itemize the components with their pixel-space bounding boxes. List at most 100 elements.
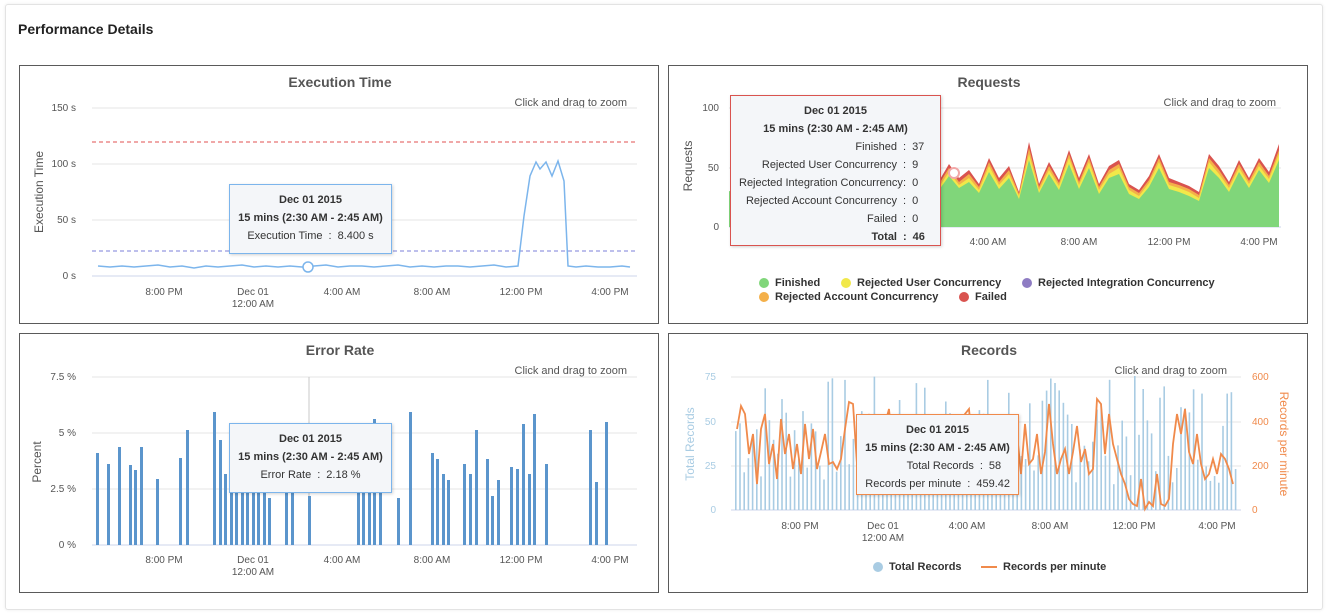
x-tick: 4:00 PM [591,287,628,298]
x-tick: 4:00 PM [591,555,628,566]
records-bar [1226,393,1228,510]
records-bar [1024,459,1027,510]
records-bar [1205,466,1207,510]
records-bar [814,431,817,510]
zoom-hint: Click and drag to zoom [515,97,628,109]
error-rate-title: Error Rate [306,342,375,358]
records-bar [1218,482,1220,510]
requests-title: Requests [957,74,1020,90]
records-bar [1213,476,1216,510]
tooltip-date: Dec 01 2015 [804,105,867,117]
x-tick: 8:00 AM [1032,521,1069,532]
legend-item-rejected-integration[interactable]: Rejected Integration Concurrency [1022,277,1215,289]
records-bar [1176,468,1178,510]
records-bar [840,436,842,510]
records-bar [743,472,745,510]
records-bar [798,459,800,510]
records-bar [852,438,855,510]
records-panel[interactable]: Records Click and drag to zoom Total Rec… [668,333,1308,593]
records-bar [735,431,737,510]
records-bar [1146,420,1149,510]
x-tick: 12:00 PM [1113,521,1156,532]
x-tick: 8:00 AM [1061,237,1098,248]
legend-marker [873,562,883,572]
records-bar [1117,445,1119,510]
records-bar [1037,455,1039,510]
records-bar [844,379,846,510]
y-tick: 100 s [52,159,76,170]
error-rate-tooltip: Dec 01 2015 15 mins (2:30 AM - 2:45 AM) … [229,423,392,493]
records-bar [810,423,813,510]
tooltip-value: 58 [988,460,1002,472]
records-bar [1134,376,1136,510]
records-bar [831,378,834,510]
y-tick-left: 0 [710,505,716,516]
records-bar [1138,434,1140,510]
records-bar [1054,383,1056,510]
execution-tooltip: Dec 01 2015 15 mins (2:30 AM - 2:45 AM) … [229,184,392,254]
records-bar [764,388,766,510]
records-bar [1100,403,1102,510]
tooltip-range: 15 mins (2:30 AM - 2:45 AM) [763,123,908,135]
y-axis-label-left: Total Records [683,407,697,480]
records-bar [1071,424,1073,510]
tooltip-label: Total Records [906,460,974,472]
x-tick: 4:00 PM [1198,521,1235,532]
records-bar [1159,397,1161,510]
records-bar [1180,407,1182,510]
tooltip-label: Execution Time [247,230,323,242]
records-bar [1188,412,1191,510]
tooltip-value: 459.42 [976,478,1010,490]
error-rate-panel[interactable]: Error Rate Click and drag to zoom Percen… [19,333,659,593]
x-tick: 12:00 AM [232,567,274,578]
requests-panel[interactable]: Requests Click and drag to zoom Requests… [668,65,1308,324]
records-bar [1230,392,1233,510]
x-tick: 8:00 PM [145,555,182,566]
tooltip-range: 15 mins (2:30 AM - 2:45 AM) [238,451,383,463]
x-tick: 12:00 PM [500,555,543,566]
y-tick-right: 400 [1252,417,1269,428]
tooltip-range: 15 mins (2:30 AM - 2:45 AM) [238,212,383,224]
records-bar [1163,386,1165,510]
tooltip-value: 9 [912,159,919,171]
legend-item-finished[interactable]: Finished [759,277,820,289]
legend-item-rejected-user[interactable]: Rejected User Concurrency [841,277,1001,289]
tooltip-date: Dec 01 2015 [279,433,342,445]
x-tick: 4:00 AM [324,287,361,298]
records-bar [793,430,796,510]
records-bar [1104,455,1107,510]
tooltip-date: Dec 01 2015 [279,194,342,206]
y-tick: 2.5 % [50,484,76,495]
tooltip-label: Rejected Integration Concurrency [739,177,903,189]
records-bar [1045,390,1048,510]
records-bar [1201,393,1203,510]
tooltip-total-value: 46 [912,231,925,243]
records-bar [785,412,787,510]
x-tick: 4:00 AM [970,237,1007,248]
records-bar [739,423,741,510]
records-bar [781,399,783,510]
records-title: Records [961,342,1017,358]
execution-time-title: Execution Time [288,74,391,90]
legend-item-records-per-minute[interactable]: Records per minute [981,561,1106,573]
legend-marker [959,292,969,302]
legend-item-failed[interactable]: Failed [959,291,1007,303]
records-bar [789,476,792,510]
records-tooltip: Dec 01 2015 15 mins (2:30 AM - 2:45 AM) … [856,414,1019,495]
records-bar [1020,456,1023,510]
records-bar [1079,449,1081,510]
records-bar [1075,482,1077,510]
records-bar [848,464,850,510]
x-tick: 8:00 PM [781,521,818,532]
execution-time-panel[interactable]: Execution Time Click and drag to zoom Ex… [19,65,659,324]
execution-time-line [97,158,631,269]
legend-item-total-records[interactable]: Total Records [873,561,962,573]
x-tick: 8:00 PM [145,287,182,298]
records-bar [1092,441,1094,510]
y-axis-label: Percent [30,441,44,483]
legend-marker [981,566,997,568]
legend-item-rejected-account[interactable]: Rejected Account Concurrency [759,291,938,303]
records-bar [772,439,775,510]
x-tick: 4:00 AM [949,521,986,532]
x-tick: 4:00 PM [1240,237,1277,248]
